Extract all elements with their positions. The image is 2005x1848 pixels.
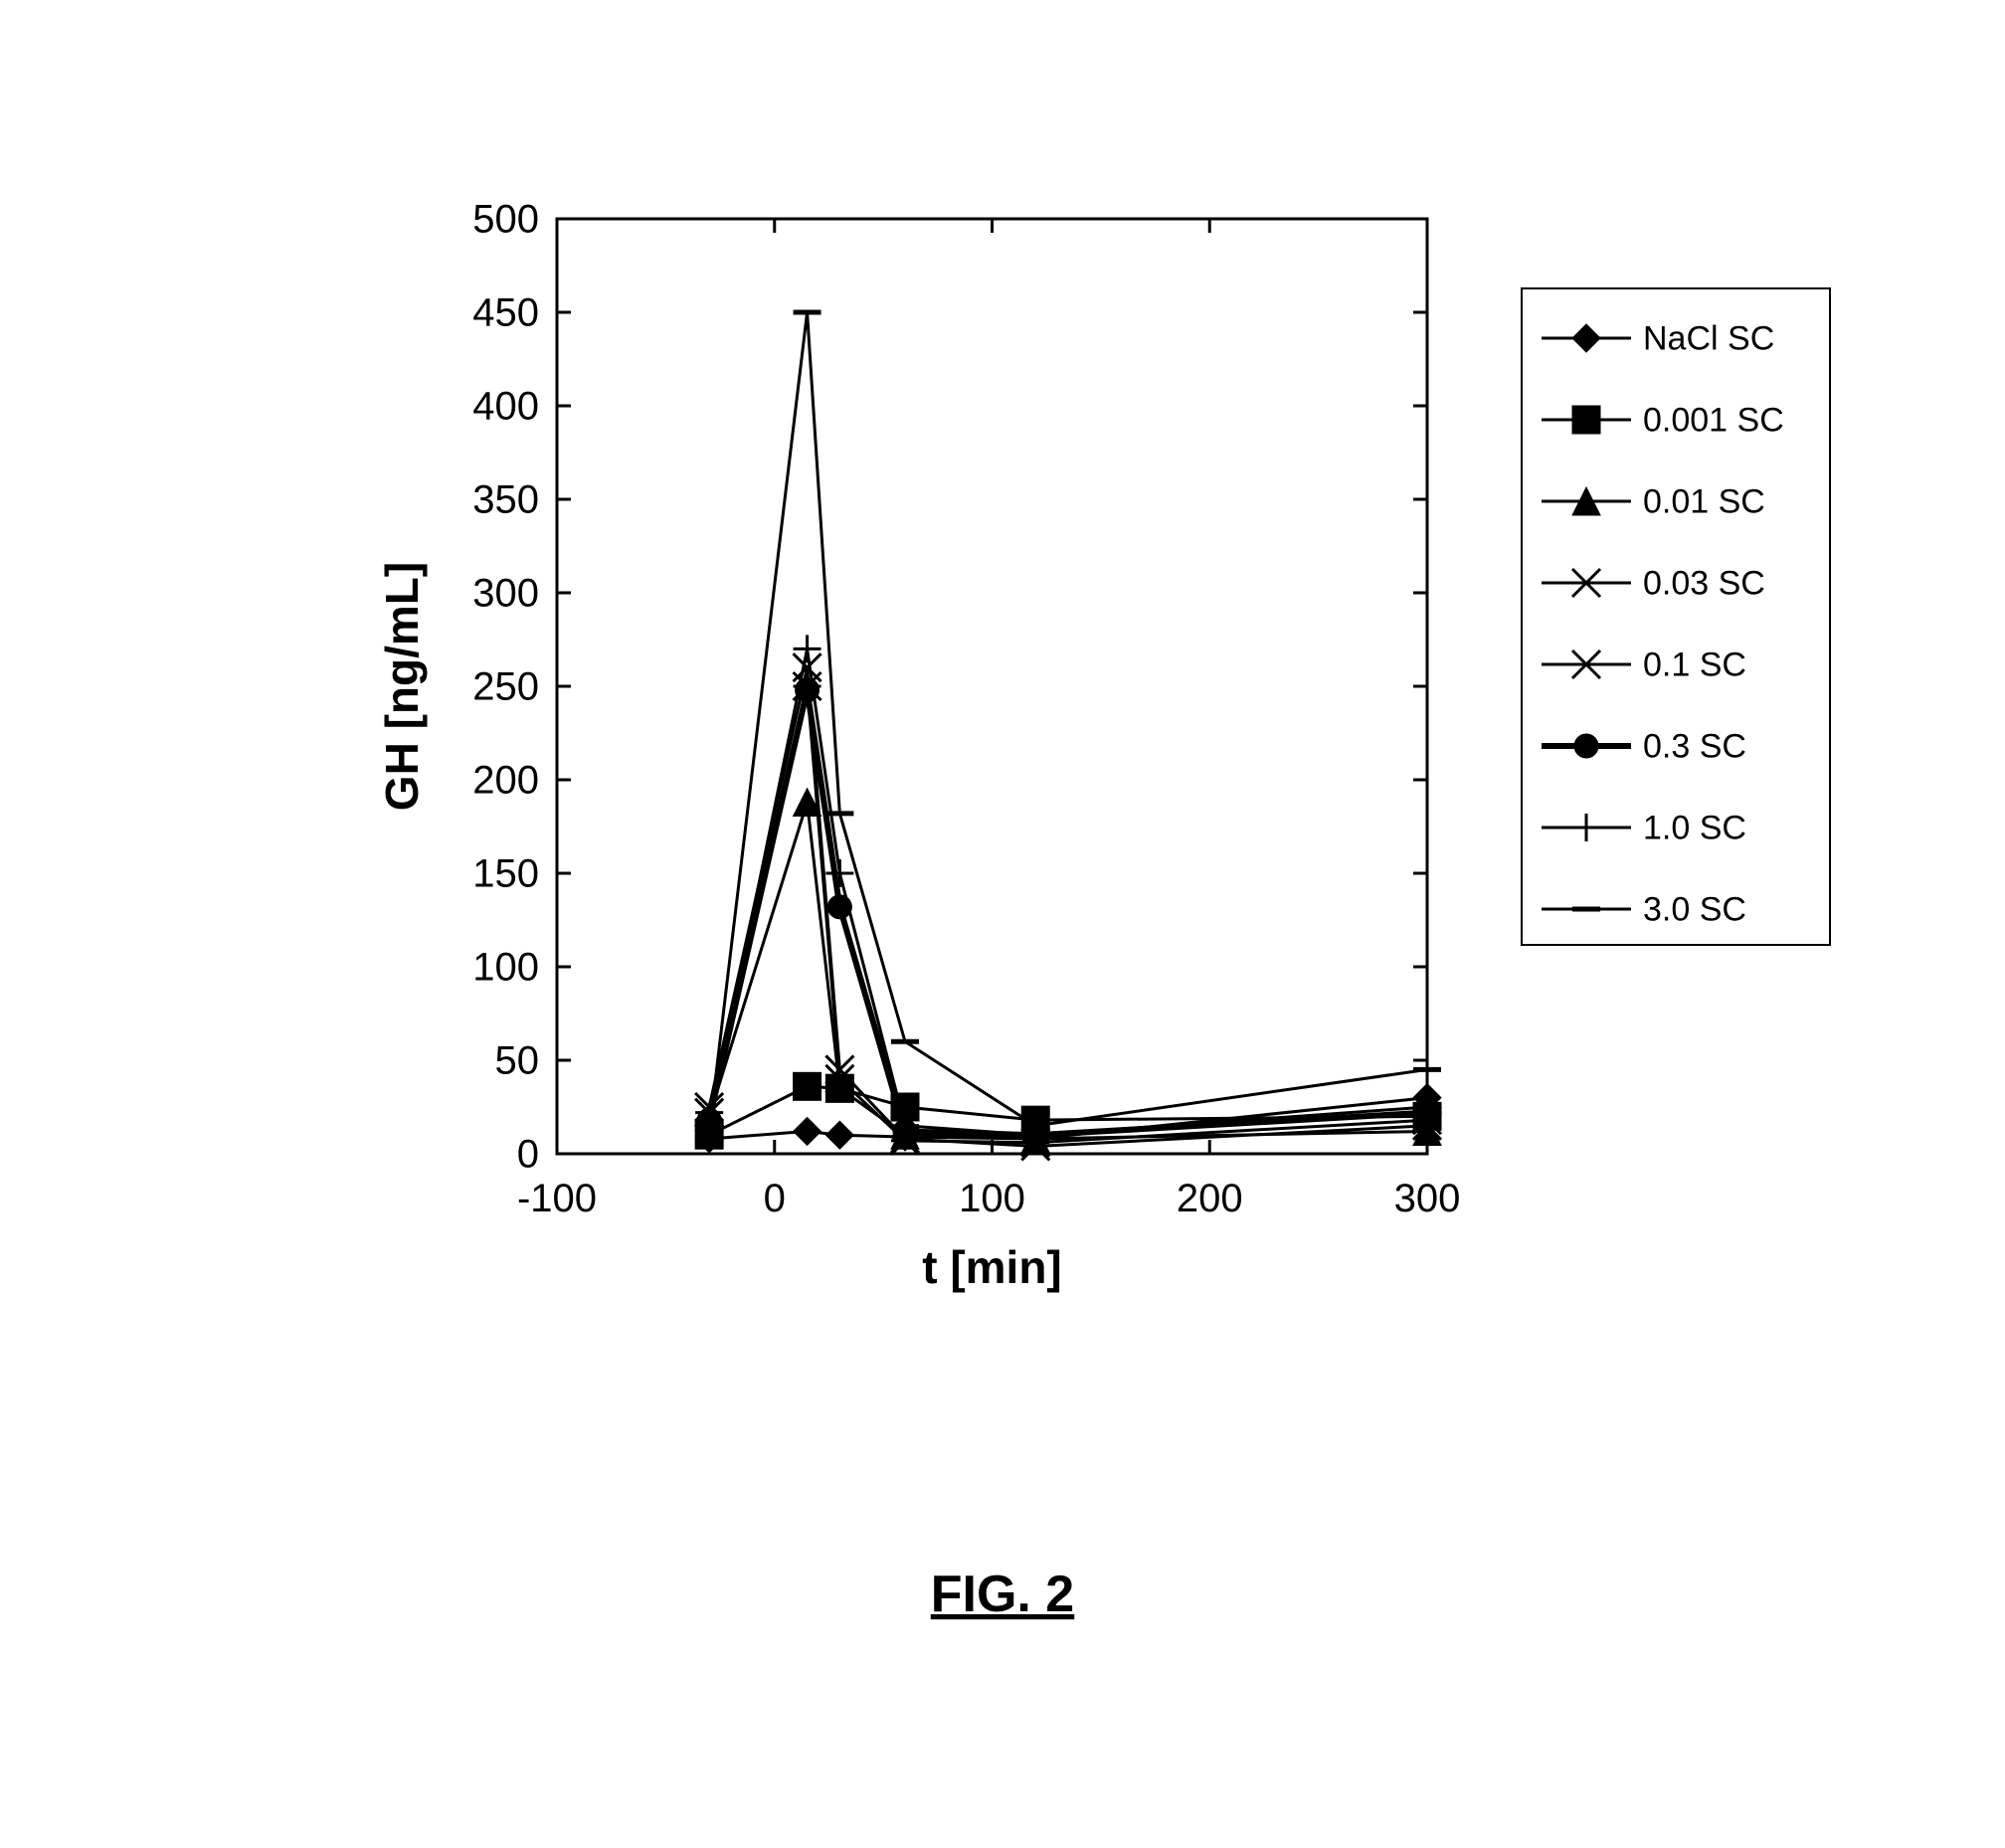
ytick-label: 450: [472, 290, 539, 334]
ytick-label: 500: [472, 197, 539, 241]
marker-square: [1572, 406, 1600, 434]
ytick-label: 50: [495, 1038, 540, 1082]
marker-square: [794, 1072, 821, 1100]
xtick-label: 100: [959, 1177, 1025, 1220]
figure-label: FIG. 2: [931, 1566, 1074, 1623]
figure-container: 050100150200250300350400450500-100010020…: [0, 0, 2005, 1848]
ytick-label: 0: [517, 1132, 539, 1176]
legend-label: NaCl SC: [1643, 319, 1774, 357]
xtick-label: 200: [1177, 1177, 1243, 1220]
ytick-label: 350: [472, 477, 539, 521]
ytick-label: 100: [472, 945, 539, 989]
ytick-label: 400: [472, 384, 539, 428]
plot-area: [557, 219, 1427, 1154]
xtick-label: -100: [517, 1177, 597, 1220]
ytick-label: 150: [472, 851, 539, 895]
legend-label: 0.001 SC: [1643, 401, 1784, 439]
xtick-label: 300: [1394, 1177, 1461, 1220]
ytick-label: 250: [472, 664, 539, 708]
marker-diamond: [825, 1121, 853, 1149]
chart-svg: 050100150200250300350400450500-100010020…: [0, 0, 2005, 1848]
xtick-label: 0: [764, 1177, 786, 1220]
series-line: [709, 690, 1427, 1135]
legend-label: 3.0 SC: [1643, 890, 1746, 928]
legend-label: 0.01 SC: [1643, 482, 1765, 520]
y-axis-label: GH [ng/mL]: [376, 562, 428, 811]
marker-diamond: [794, 1117, 821, 1145]
legend-label: 0.03 SC: [1643, 564, 1765, 602]
ytick-label: 200: [472, 758, 539, 802]
legend-label: 1.0 SC: [1643, 809, 1746, 846]
x-axis-label: t [min]: [922, 1241, 1062, 1293]
legend-label: 0.1 SC: [1643, 646, 1746, 683]
legend-label: 0.3 SC: [1643, 727, 1746, 765]
marker-circle: [1574, 734, 1598, 758]
ytick-label: 300: [472, 571, 539, 615]
